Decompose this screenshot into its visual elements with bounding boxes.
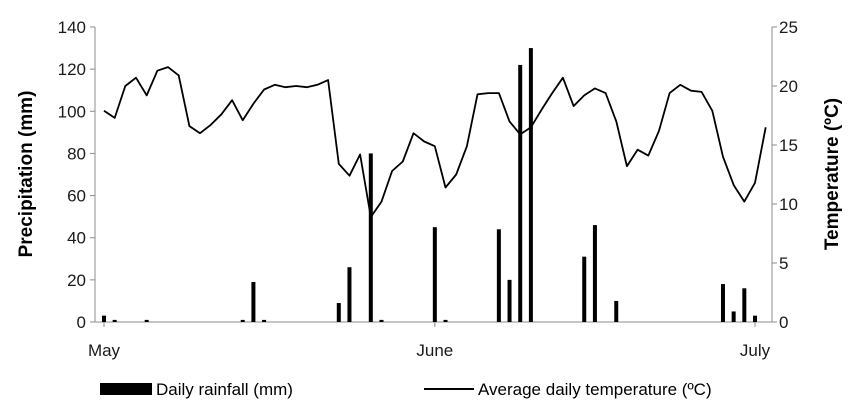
left-axis-ticks: 0 20 40 60 80 100 120 140 <box>58 18 95 332</box>
right-tick-label: 25 <box>779 18 798 37</box>
x-tick-label: June <box>416 341 453 360</box>
legend-swatch-rainfall <box>100 383 152 395</box>
rainfall-bar <box>582 257 586 322</box>
rainfall-bars <box>102 48 757 322</box>
right-tick-label: 0 <box>779 313 788 332</box>
rainfall-bar <box>593 225 597 322</box>
rainfall-bar <box>241 320 245 322</box>
rainfall-bar <box>433 227 437 322</box>
temperature-line <box>104 67 766 217</box>
rainfall-bar <box>742 288 746 322</box>
left-tick-label: 120 <box>58 60 86 79</box>
left-tick-label: 100 <box>58 102 86 121</box>
rainfall-bar <box>721 284 725 322</box>
rainfall-bar <box>753 316 757 322</box>
x-tick-label: July <box>740 341 771 360</box>
left-tick-label: 40 <box>67 229 86 248</box>
x-tick-label: May <box>88 341 121 360</box>
left-tick-label: 60 <box>67 187 86 206</box>
x-axis-ticks: May June July <box>88 322 771 360</box>
rainfall-bar <box>379 320 383 322</box>
left-axis-title: Precipitation (mm) <box>16 91 37 258</box>
rainfall-bar <box>732 311 736 322</box>
rainfall-bar <box>102 316 106 322</box>
rainfall-bar <box>614 301 618 322</box>
legend: Daily rainfall (mm) Average daily temper… <box>100 380 712 399</box>
rainfall-bar <box>529 48 533 322</box>
right-axis-title: Temperature (ºC) <box>822 98 843 250</box>
rainfall-bar <box>113 320 117 322</box>
rainfall-bar <box>497 229 501 322</box>
rainfall-bar <box>508 280 512 322</box>
rainfall-bar <box>262 320 266 322</box>
rainfall-bar <box>518 65 522 322</box>
left-tick-label: 80 <box>67 144 86 163</box>
rainfall-bar <box>251 282 255 322</box>
left-tick-label: 0 <box>77 313 86 332</box>
rainfall-bar <box>369 153 373 322</box>
left-tick-label: 20 <box>67 271 86 290</box>
right-tick-label: 20 <box>779 77 798 96</box>
rainfall-bar <box>337 303 341 322</box>
legend-label-temperature: Average daily temperature (ºC) <box>478 380 712 399</box>
rainfall-bar <box>444 320 448 322</box>
right-tick-label: 15 <box>779 136 798 155</box>
left-tick-label: 140 <box>58 18 86 37</box>
right-tick-label: 5 <box>779 254 788 273</box>
right-axis-ticks: 0 5 10 15 20 25 <box>772 18 798 332</box>
rainfall-bar <box>145 320 149 322</box>
right-tick-label: 10 <box>779 195 798 214</box>
legend-label-rainfall: Daily rainfall (mm) <box>156 380 293 399</box>
rainfall-bar <box>347 267 351 322</box>
